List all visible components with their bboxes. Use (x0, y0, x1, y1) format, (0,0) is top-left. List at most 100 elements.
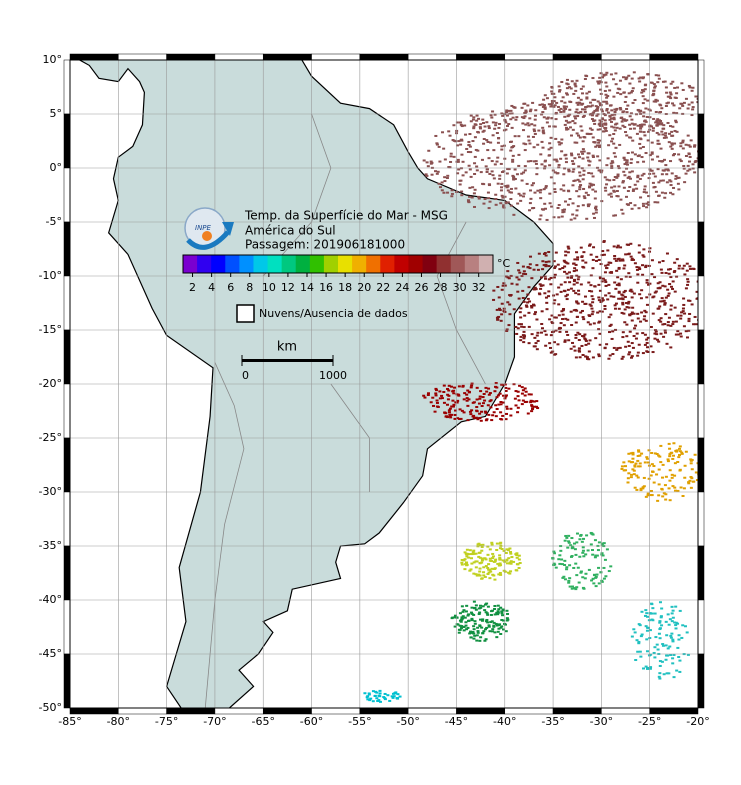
sst-pixel (581, 300, 585, 303)
sst-pixel (467, 398, 471, 401)
sst-pixel (556, 263, 560, 266)
sst-pixel (533, 313, 537, 316)
sst-pixel (498, 177, 502, 180)
sst-pixel (592, 573, 596, 576)
sst-pixel (562, 189, 566, 192)
sst-pixel (612, 142, 616, 145)
colorbar-segment (309, 255, 325, 273)
sst-pixel (553, 273, 557, 276)
sst-pixel (675, 258, 679, 261)
sst-pixel (393, 692, 397, 695)
sst-pixel (577, 195, 581, 198)
sst-pixel (678, 454, 682, 457)
sst-pixel (642, 191, 646, 194)
sst-pixel (675, 112, 679, 115)
sst-pixel (467, 140, 471, 143)
sst-pixel (649, 474, 653, 477)
sst-pixel (522, 270, 526, 273)
sst-pixel (575, 300, 579, 303)
sst-pixel (484, 620, 488, 623)
sst-pixel (577, 339, 581, 342)
sst-pixel (643, 188, 647, 191)
sst-pixel (581, 546, 585, 549)
sst-pixel (553, 299, 557, 302)
sst-pixel (663, 134, 667, 137)
sst-pixel (529, 393, 533, 396)
sst-pixel (583, 197, 587, 200)
sst-pixel (657, 340, 661, 343)
sst-pixel (544, 263, 548, 266)
sst-pixel (625, 119, 629, 122)
sst-pixel (636, 180, 640, 183)
sst-pixel (580, 309, 584, 312)
sst-pixel (535, 334, 539, 337)
sst-pixel (532, 206, 536, 209)
sst-pixel (382, 696, 386, 699)
sst-pixel (573, 217, 577, 220)
sst-pixel (523, 387, 527, 390)
sst-pixel (564, 295, 568, 298)
sst-pixel (497, 627, 501, 630)
sst-pixel (528, 142, 532, 145)
sst-pixel (572, 162, 576, 165)
sst-pixel (633, 464, 637, 467)
sst-pixel (543, 167, 547, 170)
sst-pixel (531, 101, 535, 104)
sst-pixel (635, 639, 639, 642)
sst-pixel (489, 406, 493, 409)
sst-pixel (671, 320, 675, 323)
sst-pixel (544, 277, 548, 280)
sst-pixel (663, 80, 667, 83)
sst-pixel (460, 190, 464, 193)
sst-pixel (626, 190, 630, 193)
sst-pixel (567, 271, 571, 274)
sst-pixel (529, 160, 533, 163)
sst-pixel (657, 123, 661, 126)
sst-pixel (509, 570, 513, 573)
sst-pixel (636, 459, 640, 462)
frame-segment (262, 53, 312, 61)
sst-pixel (669, 346, 673, 349)
sst-pixel (573, 83, 577, 86)
sst-pixel (604, 284, 608, 287)
sst-pixel (518, 384, 522, 387)
sst-pixel (566, 333, 570, 336)
sst-pixel (517, 269, 521, 272)
sst-pixel (489, 613, 493, 616)
sst-pixel (536, 143, 540, 146)
sst-pixel (567, 339, 571, 342)
sst-pixel (593, 539, 597, 542)
sst-pixel (459, 627, 463, 630)
sst-pixel (644, 266, 648, 269)
sst-pixel (460, 125, 464, 128)
sst-pixel (668, 453, 672, 456)
sst-pixel (658, 664, 662, 667)
sst-pixel (625, 159, 629, 162)
sst-pixel (552, 302, 556, 305)
sst-pixel (628, 314, 632, 317)
sst-pixel (687, 320, 691, 323)
sst-pixel (662, 158, 666, 161)
sst-pixel (677, 634, 681, 637)
sst-pixel (681, 495, 685, 498)
sst-pixel (504, 630, 508, 633)
sst-pixel (565, 272, 569, 275)
sst-pixel (538, 103, 542, 106)
frame-segment (407, 707, 457, 715)
sst-pixel (675, 275, 679, 278)
colorbar-tick-label: 18 (338, 281, 352, 294)
sst-pixel (659, 104, 663, 107)
frame-segment (456, 707, 506, 715)
sst-pixel (677, 188, 681, 191)
sst-pixel (637, 251, 641, 254)
sst-pixel (494, 198, 498, 201)
sst-pixel (580, 129, 584, 132)
sst-pixel (627, 306, 631, 309)
sst-pixel (659, 461, 663, 464)
sst-pixel (492, 298, 496, 301)
sst-pixel (493, 613, 497, 616)
frame (69, 59, 699, 709)
sst-pixel (505, 124, 509, 127)
sst-pixel (567, 170, 571, 173)
sst-pixel (683, 312, 687, 315)
